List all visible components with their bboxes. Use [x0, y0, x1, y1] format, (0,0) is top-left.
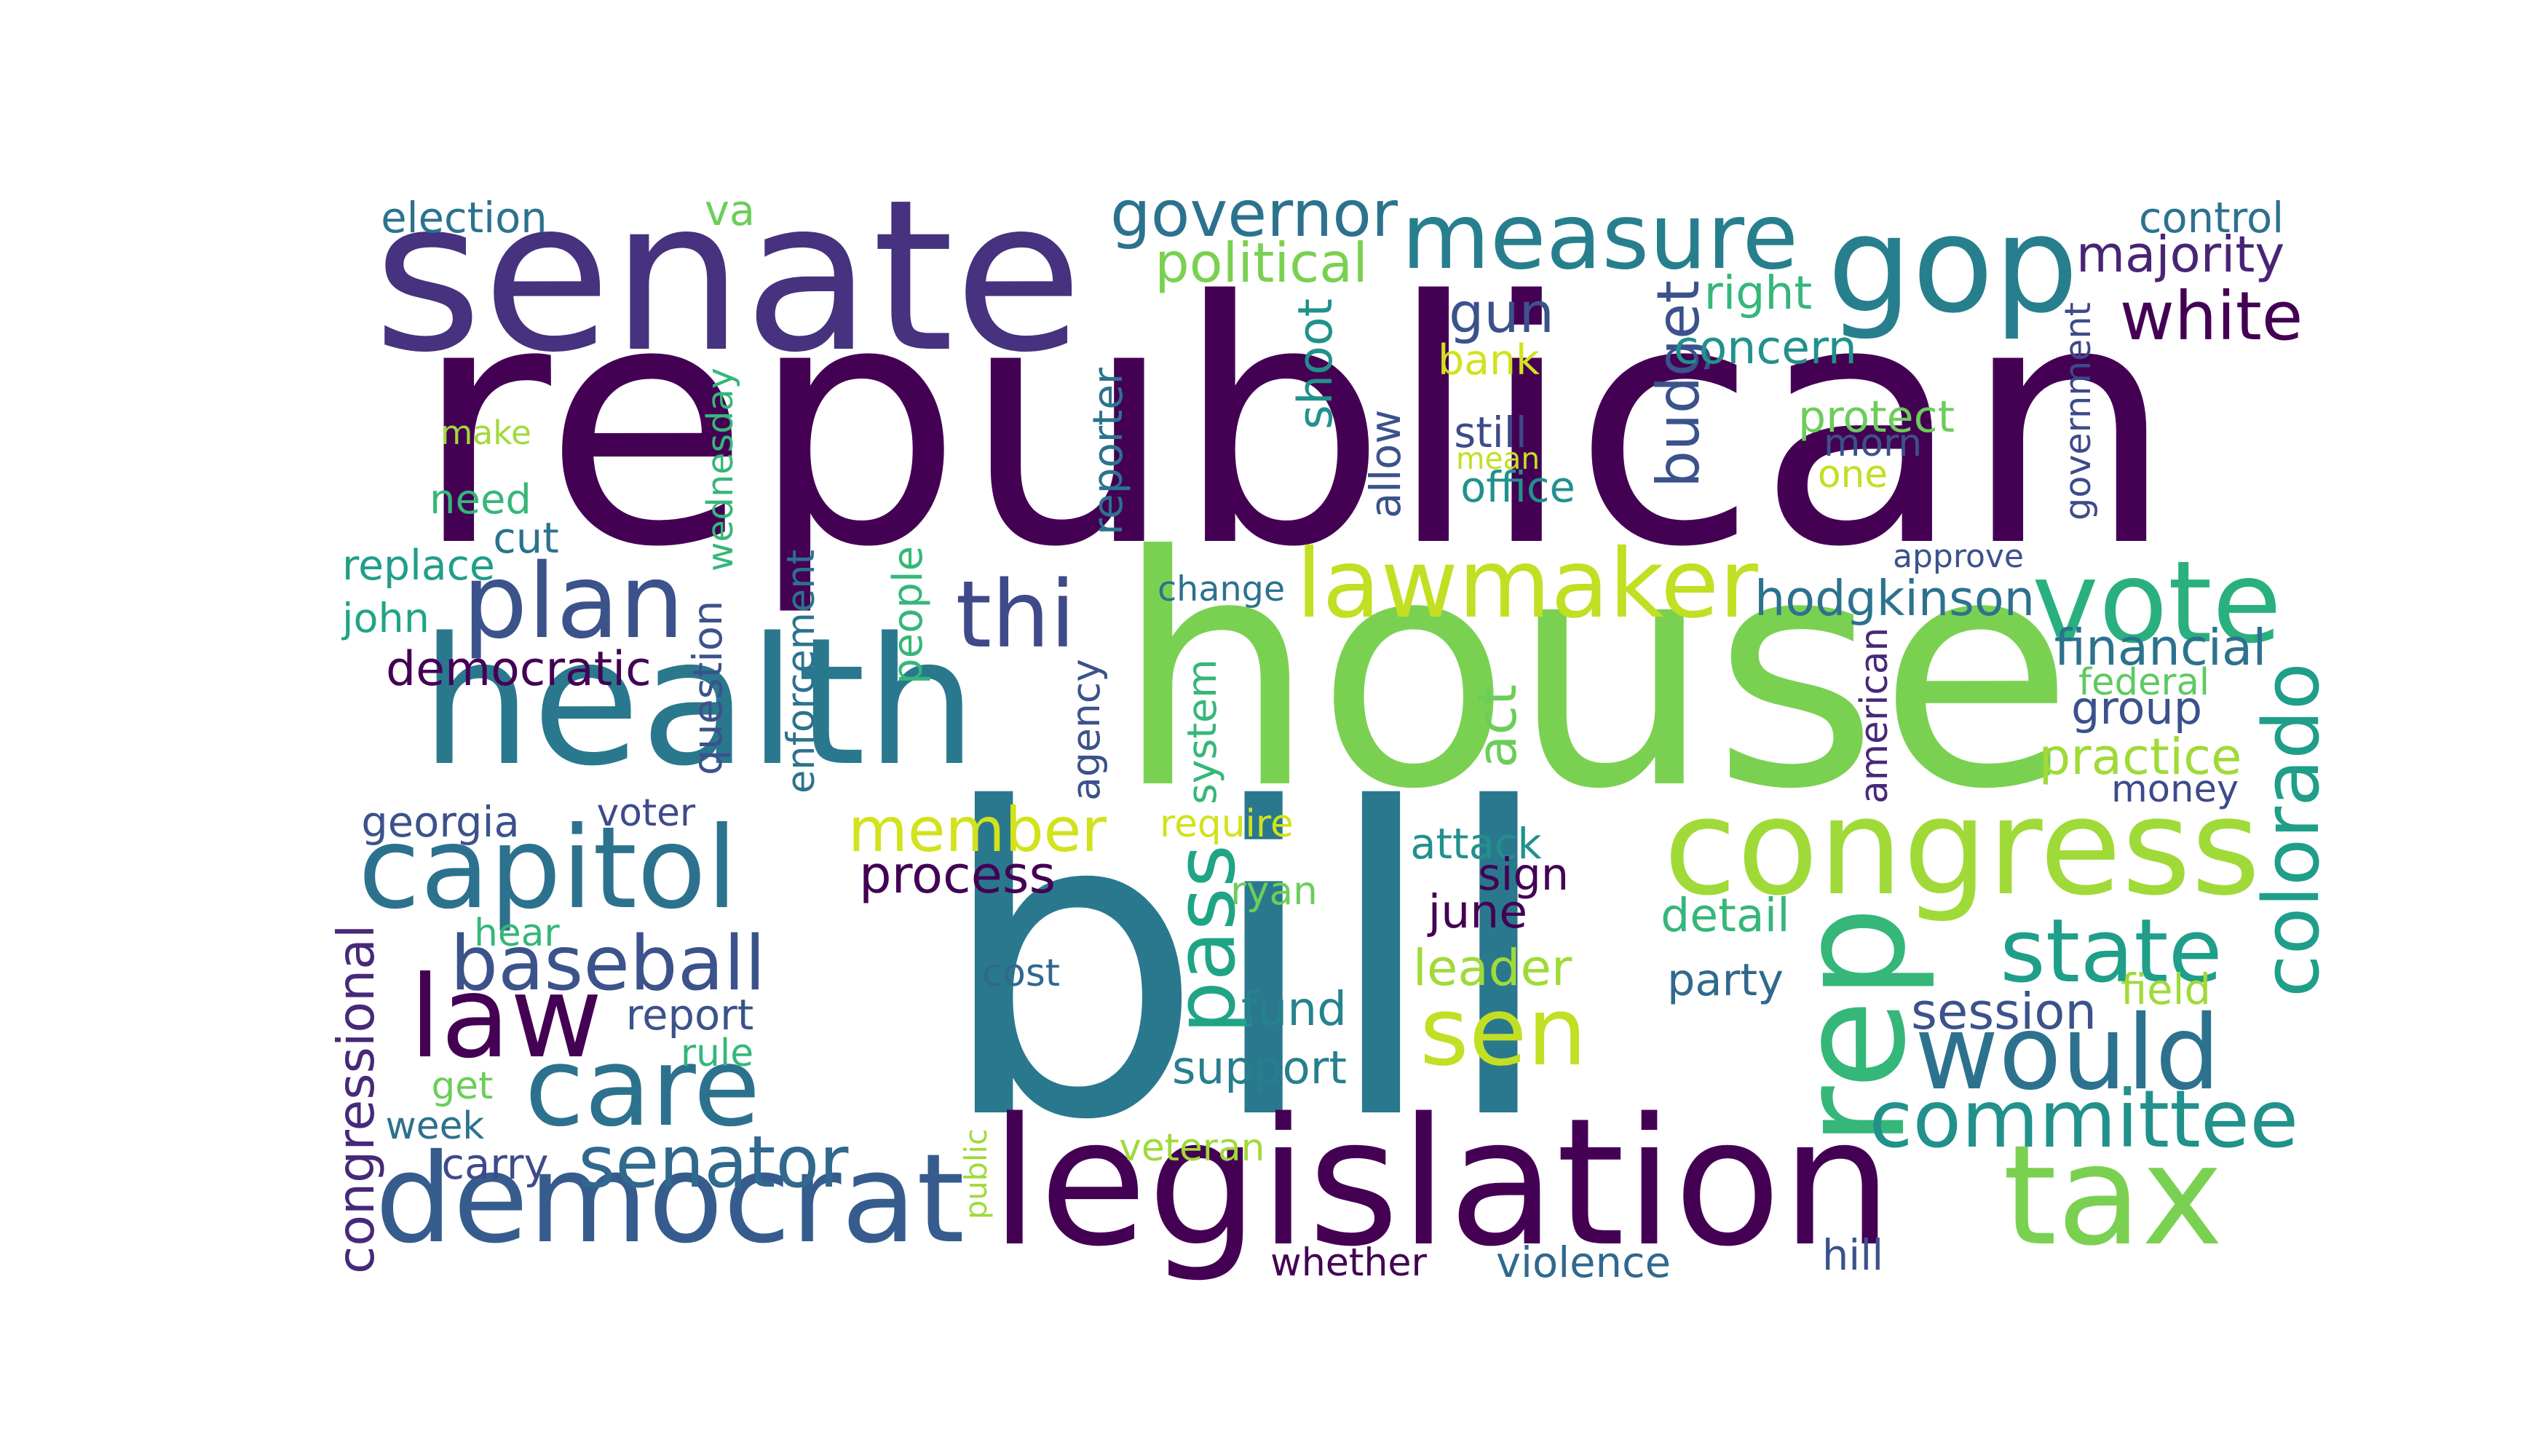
word-whether: whether: [1270, 1241, 1427, 1285]
word-party: party: [1667, 955, 1784, 1007]
word-government: government: [2057, 302, 2099, 521]
word-colorado: colorado: [2247, 662, 2337, 997]
word-enforcement: enforcement: [779, 549, 823, 794]
word-right: right: [1704, 265, 1813, 320]
word-lawmaker: lawmaker: [1296, 529, 1758, 640]
word-va: va: [704, 186, 756, 236]
word-member: member: [848, 794, 1107, 866]
word-morn: morn: [1824, 422, 1923, 466]
word-majority: majority: [2076, 225, 2285, 284]
word-legislation: legislation: [990, 1080, 1893, 1286]
word-replace: replace: [342, 542, 495, 590]
word-cost: cost: [981, 951, 1061, 995]
word-ryan: ryan: [1230, 869, 1318, 914]
word-sign: sign: [1478, 850, 1570, 901]
word-health: health: [420, 600, 978, 805]
word-people: people: [885, 545, 932, 684]
word-state: state: [2000, 901, 2223, 1003]
word-federal: federal: [2078, 660, 2210, 704]
word-get: get: [431, 1064, 494, 1108]
word-fund: fund: [1241, 982, 1347, 1037]
word-violence: violence: [1496, 1238, 1671, 1288]
word-attack: attack: [1410, 820, 1542, 869]
word-veteran: veteran: [1119, 1125, 1265, 1170]
word-carry: carry: [441, 1140, 549, 1190]
word-money: money: [2111, 768, 2239, 812]
word-budget: budget: [1644, 280, 1712, 488]
word-require: require: [1160, 802, 1294, 846]
word-still: still: [1454, 408, 1527, 458]
word-white: white: [2119, 277, 2303, 355]
word-baseball: baseball: [450, 920, 766, 1008]
word-vote: vote: [2031, 536, 2282, 668]
word-financial: financial: [2054, 618, 2267, 677]
word-public: public: [958, 1128, 994, 1219]
word-john: john: [342, 595, 430, 643]
word-rule: rule: [680, 1031, 754, 1075]
word-need: need: [430, 476, 531, 524]
word-concern: concern: [1673, 320, 1857, 374]
word-voter: voter: [596, 791, 696, 835]
word-governor: governor: [1110, 177, 1398, 252]
word-allow: allow: [1361, 409, 1410, 519]
word-approve: approve: [1893, 537, 2024, 575]
word-june: june: [1428, 884, 1528, 938]
word-reporter: reporter: [1085, 367, 1132, 535]
word-wednesday: wednesday: [699, 368, 741, 571]
word-senate: senate: [373, 154, 1083, 399]
word-congressional: congressional: [327, 924, 386, 1274]
word-support: support: [1172, 1041, 1347, 1095]
word-american: american: [1853, 627, 1896, 804]
word-democrat: democrat: [375, 1127, 965, 1271]
word-thi: thi: [955, 561, 1076, 668]
word-political: political: [1155, 232, 1368, 296]
word-make: make: [440, 414, 531, 453]
word-detail: detail: [1661, 887, 1790, 942]
word-field: field: [2120, 965, 2212, 1015]
word-republican: republican: [413, 231, 2175, 620]
word-senator: senator: [578, 1120, 849, 1204]
word-democratic: democratic: [386, 641, 652, 697]
word-hear: hear: [474, 911, 560, 955]
word-election: election: [381, 194, 547, 243]
word-care: care: [524, 1024, 761, 1152]
word-house: house: [1115, 488, 2074, 859]
word-change: change: [1158, 569, 1286, 610]
word-law: law: [409, 951, 603, 1083]
word-measure: measure: [1401, 183, 1799, 290]
word-session: session: [1911, 982, 2097, 1041]
word-office: office: [1460, 463, 1575, 513]
word-gun: gun: [1449, 280, 1554, 345]
word-week: week: [385, 1104, 485, 1148]
word-bill: bill: [936, 720, 1557, 1213]
word-shoot: shoot: [1289, 298, 1343, 430]
word-committee: committee: [1869, 1072, 2299, 1166]
word-group: group: [2071, 681, 2203, 735]
word-sen: sen: [1420, 976, 1587, 1087]
word-one: one: [1817, 452, 1888, 496]
word-bank: bank: [1438, 336, 1540, 384]
word-cut: cut: [493, 514, 559, 563]
word-question: question: [684, 600, 732, 775]
word-protect: protect: [1798, 391, 1955, 443]
word-plan: plan: [462, 542, 685, 662]
word-act: act: [1466, 684, 1529, 768]
word-process: process: [859, 845, 1056, 906]
word-agency: agency: [1063, 658, 1109, 801]
word-tax: tax: [2003, 1115, 2223, 1276]
word-congress: congress: [1663, 770, 2261, 926]
word-would: would: [1915, 993, 2220, 1113]
word-gop: gop: [1827, 188, 2079, 344]
word-hill: hill: [1821, 1231, 1884, 1281]
word-control: control: [2138, 194, 2284, 243]
word-capitol: capitol: [357, 802, 738, 934]
word-hodgkinson: hodgkinson: [1754, 570, 2035, 628]
word-system: system: [1179, 659, 1226, 804]
word-georgia: georgia: [361, 798, 520, 847]
word-report: report: [625, 991, 754, 1040]
word-practice: practice: [2038, 727, 2242, 786]
word-leader: leader: [1412, 938, 1572, 997]
word-mean: mean: [1456, 440, 1540, 476]
